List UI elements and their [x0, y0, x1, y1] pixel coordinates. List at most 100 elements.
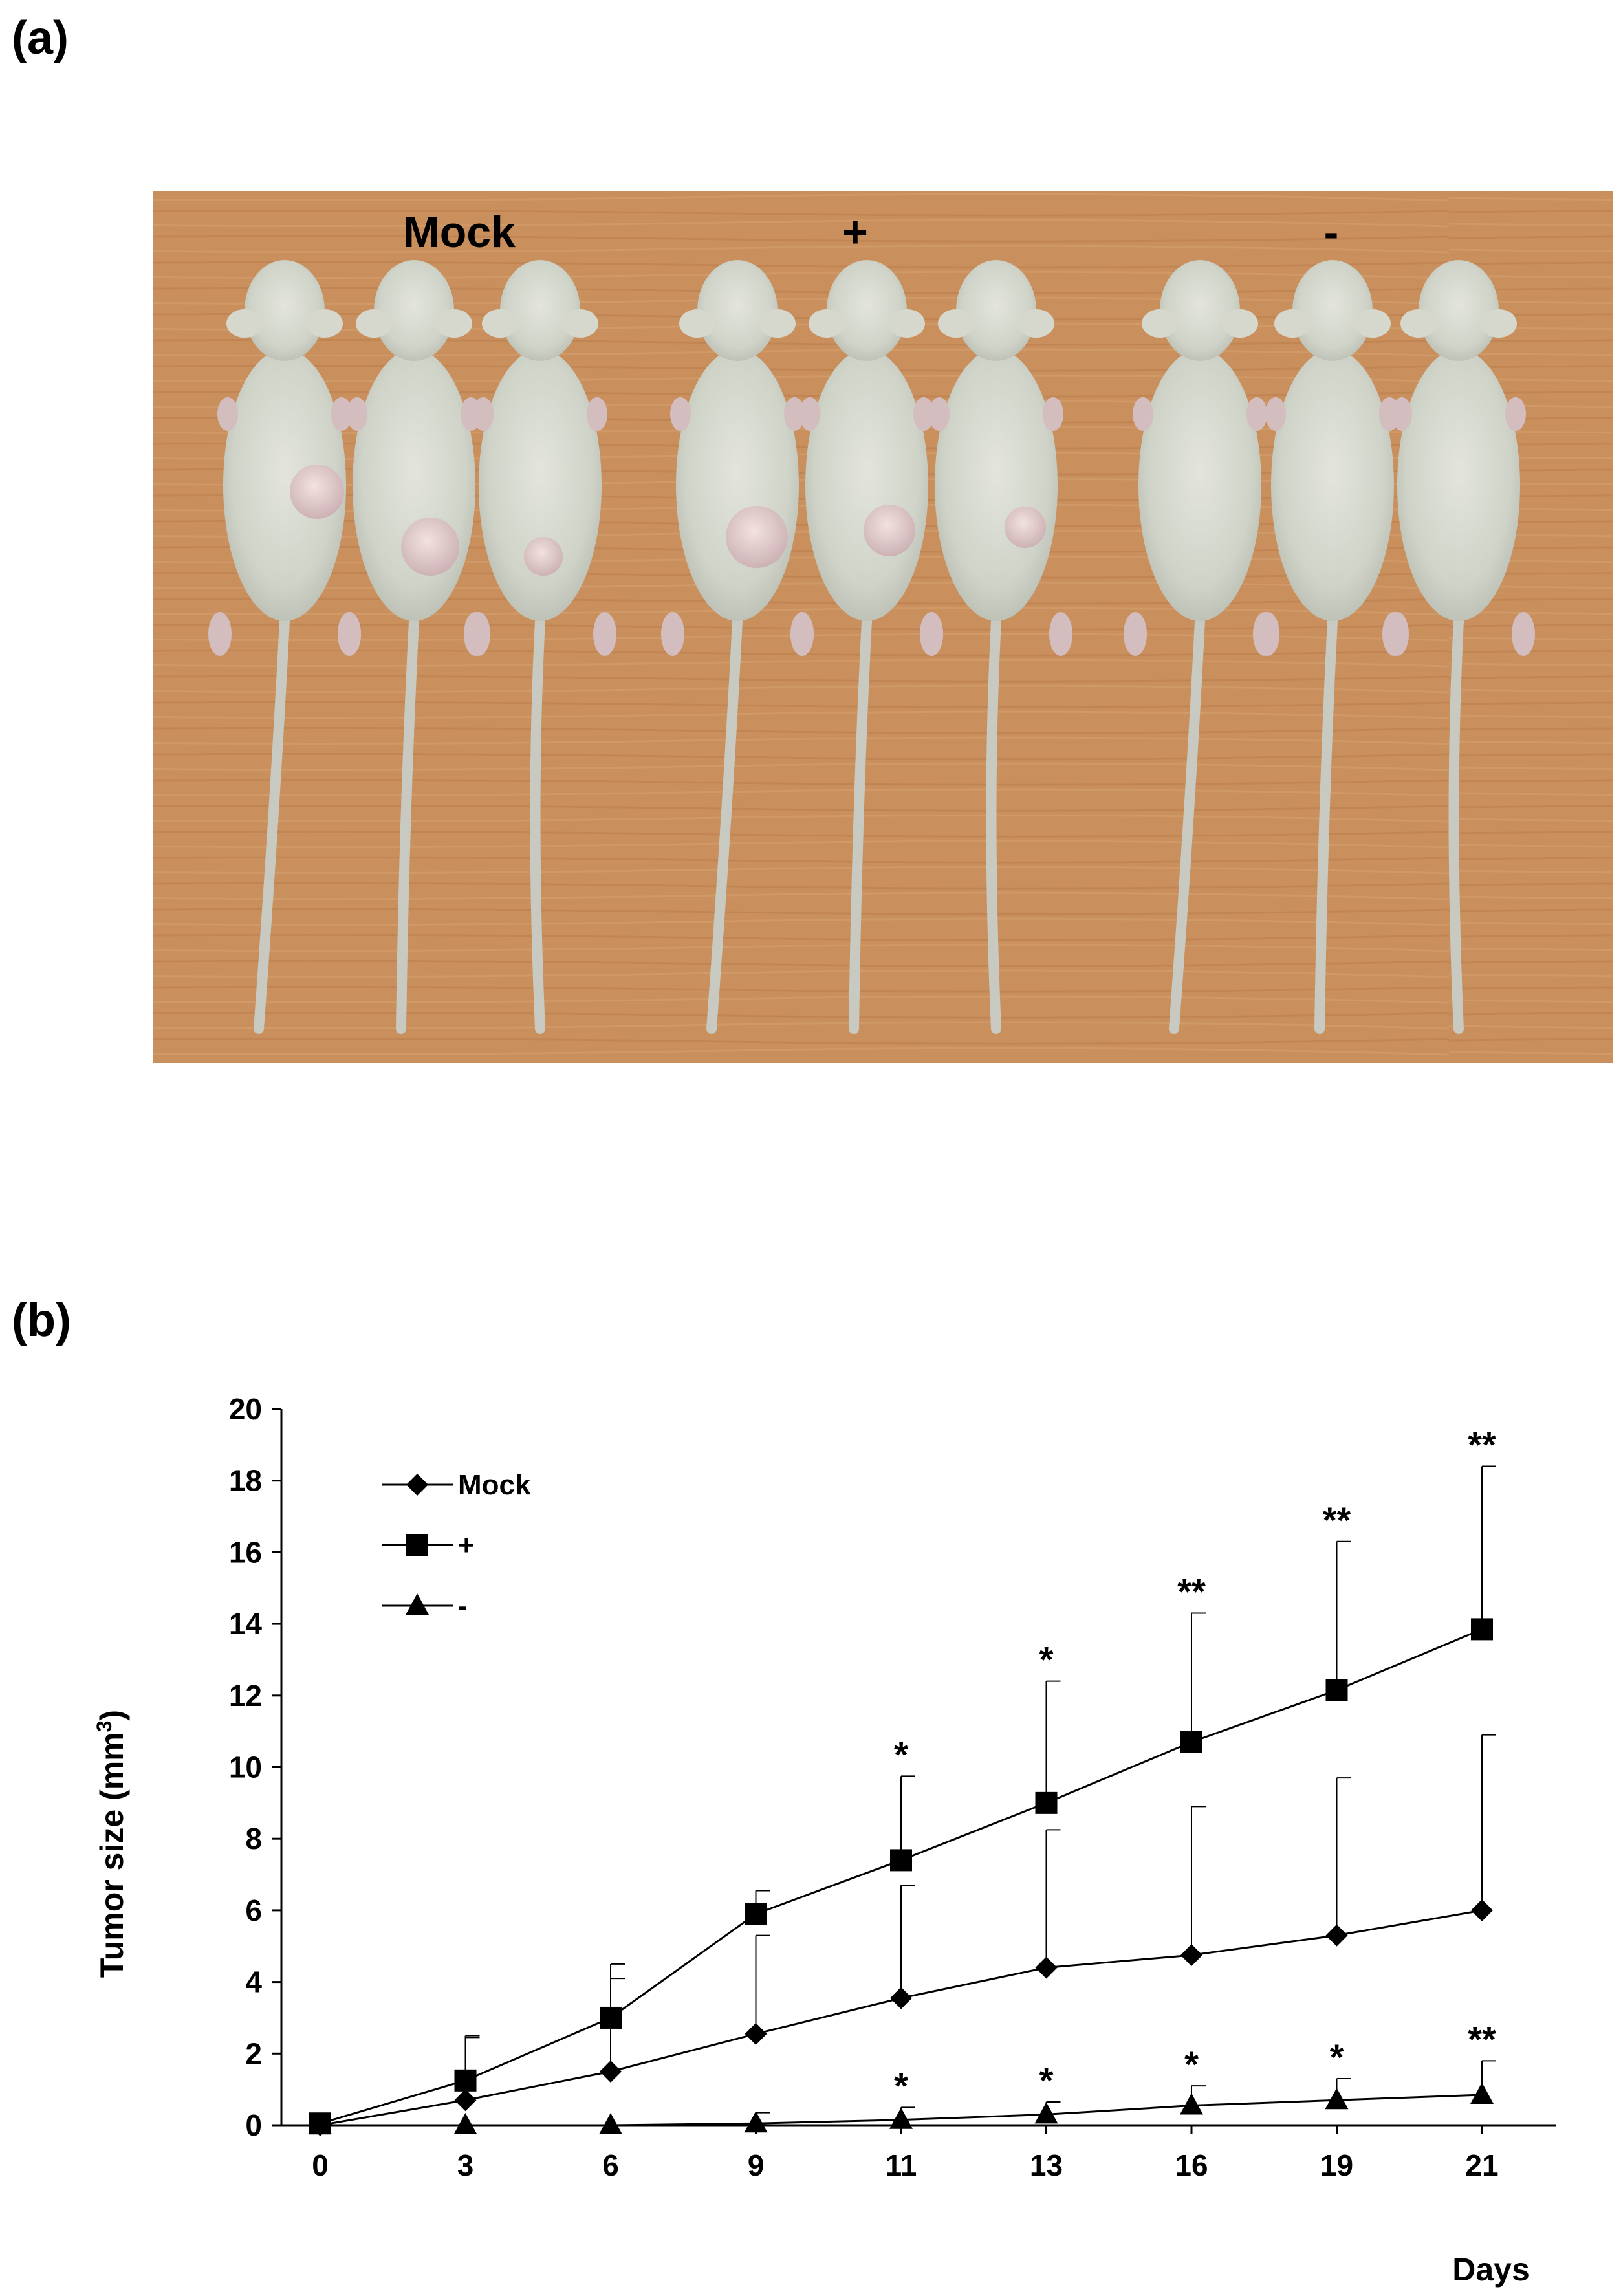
- mouse-paw: [331, 397, 352, 431]
- marker-square: [454, 2069, 477, 2092]
- marker-triangle: [744, 2111, 768, 2133]
- mouse: [208, 260, 361, 1034]
- marker-diamond: [600, 2060, 622, 2083]
- significance-mark: *: [1039, 2060, 1054, 2101]
- significance-mark: **: [1468, 1425, 1496, 1465]
- mouse-paw: [338, 612, 361, 656]
- y-tick-label: 12: [229, 1679, 262, 1712]
- mouse-tail: [849, 616, 872, 1034]
- mouse-ear: [356, 309, 392, 338]
- mouse-body: [1138, 349, 1261, 621]
- legend-label: Mock: [458, 1469, 531, 1501]
- marker-square: [1035, 1791, 1058, 1814]
- significance-mark: *: [894, 1734, 908, 1775]
- mouse-paw: [208, 612, 232, 656]
- y-axis-title-sup: 3: [92, 1721, 116, 1733]
- mouse: [1382, 260, 1535, 1034]
- mouse-head: [1292, 260, 1373, 361]
- marker-diamond: [406, 1474, 428, 1496]
- mouse-head: [956, 260, 1036, 361]
- significance-mark: **: [1177, 1571, 1206, 1612]
- mouse-head: [245, 260, 325, 361]
- mouse-ear: [1481, 309, 1517, 338]
- mouse-tumor: [401, 518, 459, 576]
- mouse-paw: [1246, 397, 1267, 431]
- significance-mark: *: [1184, 2044, 1199, 2084]
- mouse-ear: [1274, 309, 1311, 338]
- significance-mark: **: [1468, 2018, 1496, 2059]
- marker-square: [1325, 1679, 1348, 1701]
- y-axis-title-end: ): [94, 1710, 130, 1721]
- mouse: [920, 260, 1072, 1034]
- mouse-paw: [670, 397, 691, 431]
- mice-group: [208, 260, 1535, 1034]
- mouse-head: [1160, 260, 1240, 361]
- marker-diamond: [1035, 1956, 1058, 1979]
- series-lines: [320, 1628, 1483, 2127]
- mouse: [661, 260, 814, 1034]
- legend-label: -: [458, 1590, 468, 1622]
- y-axis-title: Tumor size (mm3): [92, 1710, 130, 1978]
- mouse-paw: [1512, 612, 1535, 656]
- mouse-paw: [1124, 612, 1147, 656]
- marker-triangle: [453, 2113, 477, 2134]
- group-label-minus: -: [1324, 208, 1339, 257]
- mouse-paw: [920, 612, 943, 656]
- mouse-ear: [938, 309, 974, 338]
- group-label-mock: Mock: [403, 208, 516, 257]
- x-tick-label: 6: [602, 2148, 619, 2182]
- marker-triangle: [599, 2113, 622, 2134]
- mouse-ear: [809, 309, 845, 338]
- mouse-paw: [464, 612, 487, 656]
- mouse-paw: [929, 397, 950, 431]
- mouse-paw: [800, 397, 820, 431]
- marker-diamond: [1180, 1944, 1202, 1967]
- mouse-paw: [587, 397, 607, 431]
- mouse-ear: [679, 309, 715, 338]
- panel-label-b: (b): [12, 1295, 71, 1346]
- marker-triangle: [309, 2113, 332, 2134]
- mouse-paw: [1382, 612, 1406, 656]
- marker-diamond: [745, 2022, 767, 2045]
- mouse-paw: [1256, 612, 1279, 656]
- mouse-paw: [1505, 397, 1526, 431]
- marker-diamond: [890, 1987, 912, 2009]
- mouse: [338, 260, 490, 1034]
- mouse-tumor: [726, 506, 788, 568]
- y-tick-label: 20: [229, 1392, 262, 1426]
- marker-triangle: [1034, 2102, 1058, 2124]
- x-tick-label: 9: [748, 2148, 765, 2182]
- x-tick-label: 13: [1030, 2148, 1063, 2182]
- y-tick-label: 16: [229, 1535, 262, 1569]
- mouse-ear: [1354, 309, 1391, 338]
- mouse-paw: [784, 397, 805, 431]
- mouse-tail: [1448, 616, 1464, 1034]
- y-tick-label: 6: [245, 1894, 262, 1927]
- mouse-tail: [530, 616, 545, 1034]
- y-tick-label: 8: [245, 1822, 262, 1855]
- mouse-paw: [1265, 397, 1286, 431]
- mouse-head: [827, 260, 907, 361]
- group-label-plus: +: [842, 208, 868, 257]
- mouse-paw: [661, 612, 684, 656]
- mouse-paw: [593, 612, 616, 656]
- significance-marks: ********* * * * **: [894, 1425, 1496, 2106]
- mouse-tail: [1314, 616, 1338, 1034]
- mouse-paw: [1391, 397, 1412, 431]
- mouse-body: [1271, 349, 1394, 621]
- mouse-paw: [1043, 397, 1063, 431]
- mouse-tumor: [864, 505, 915, 556]
- chart-legend: Mock + -: [382, 1469, 531, 1622]
- marker-square: [745, 1903, 767, 1925]
- y-axis-title-main: Tumor size (mm: [94, 1732, 130, 1978]
- marker-triangle: [1470, 2082, 1494, 2104]
- significance-mark: *: [1330, 2037, 1344, 2077]
- mouse-body: [1397, 349, 1520, 621]
- mouse-tail: [396, 616, 419, 1034]
- mouse-body: [935, 349, 1058, 621]
- marker-square: [1471, 1618, 1493, 1641]
- mouse-ear: [1222, 309, 1258, 338]
- mouse-tail: [706, 616, 743, 1034]
- mouse-paw: [473, 397, 494, 431]
- y-tick-label: 14: [229, 1607, 263, 1641]
